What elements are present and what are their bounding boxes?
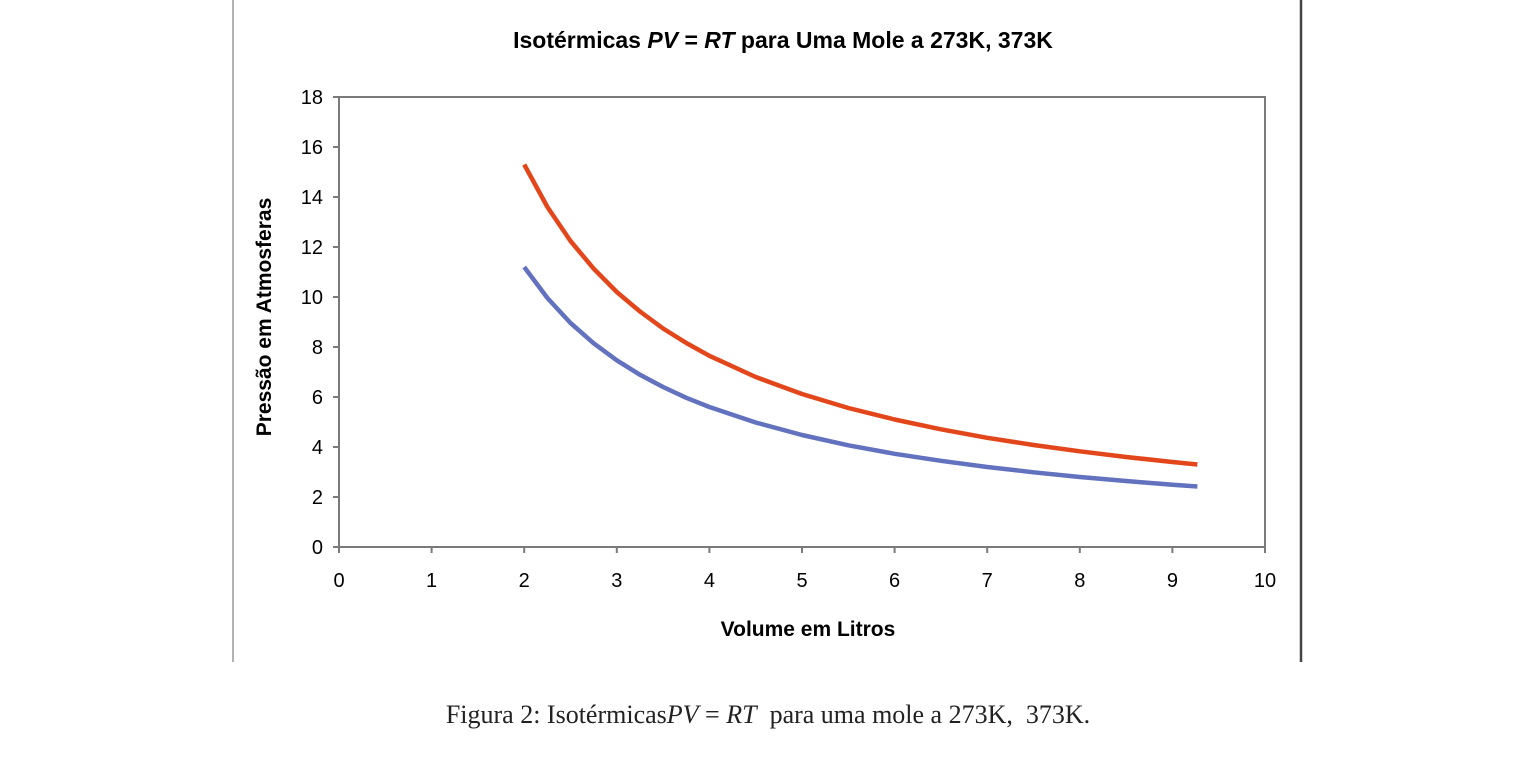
y-tick-label: 16 (301, 137, 323, 159)
x-tick-label: 7 (982, 570, 993, 592)
y-tick-label: 10 (301, 287, 323, 309)
x-tick-label: 0 (333, 570, 344, 592)
y-tick-label: 8 (312, 337, 323, 359)
series-line-1 (522, 163, 1198, 467)
chart-title: Isotérmicas PV = RT para Uma Mole a 273K… (513, 27, 1053, 53)
y-tick-label: 2 (312, 487, 323, 509)
isotherm-chart: Isotérmicas PV = RT para Uma Mole a 273K… (232, 0, 1303, 662)
y-tick-label: 6 (312, 387, 323, 409)
y-tick-label: 12 (301, 237, 323, 259)
series-group (522, 163, 1198, 489)
x-tick-label: 4 (704, 570, 715, 592)
x-tick-label: 5 (796, 570, 807, 592)
x-tick-label: 10 (1254, 570, 1276, 592)
x-tick-label: 9 (1167, 570, 1178, 592)
x-tick-label: 2 (519, 570, 530, 592)
x-tick-label: 1 (426, 570, 437, 592)
series-line-2 (522, 265, 1198, 489)
x-tick-label: 8 (1074, 570, 1085, 592)
figure-caption: Figura 2: IsotérmicasPV = RT para uma mo… (445, 700, 1091, 729)
y-axis-label: Pressão em Atmosferas (253, 198, 276, 437)
y-tick-label: 14 (301, 187, 323, 209)
y-tick-label: 0 (312, 537, 323, 559)
x-tick-label: 3 (611, 570, 622, 592)
x-axis-label: Volume em Litros (721, 618, 896, 641)
x-tick-label: 6 (889, 570, 900, 592)
y-tick-label: 4 (312, 437, 323, 459)
y-tick-label: 18 (301, 87, 323, 109)
